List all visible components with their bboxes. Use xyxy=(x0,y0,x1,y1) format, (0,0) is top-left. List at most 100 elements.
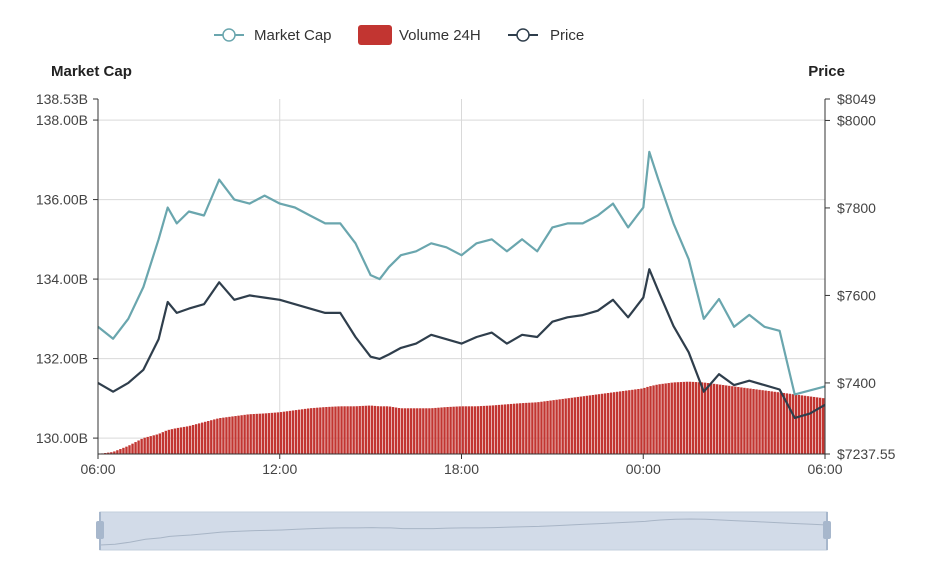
legend-label-volume: Volume 24H xyxy=(399,27,481,44)
volume-bar xyxy=(643,387,646,454)
data-zoom-handle-right[interactable] xyxy=(823,512,831,550)
volume-bar xyxy=(446,407,449,454)
legend[interactable]: Market Cap Volume 24H Price xyxy=(214,25,584,45)
volume-bar xyxy=(261,413,264,454)
volume-bar xyxy=(279,412,283,454)
data-zoom-preview-line xyxy=(99,518,828,546)
volume-bar xyxy=(355,406,358,454)
volume-bar xyxy=(703,382,707,454)
left-tick-label: 138.00B xyxy=(36,112,88,128)
volume-bar xyxy=(406,408,410,454)
volume-bar xyxy=(712,383,716,454)
volume-bar xyxy=(479,406,483,454)
volume-bar xyxy=(458,406,461,454)
volume-bar xyxy=(482,405,486,454)
volume-bar xyxy=(625,390,628,454)
volume-bar xyxy=(576,396,580,454)
volume-bars xyxy=(101,381,825,454)
volume-bar xyxy=(273,412,277,454)
volume-bar xyxy=(555,399,558,454)
volume-bar xyxy=(322,407,325,454)
volume-bar xyxy=(461,406,464,454)
data-zoom-track[interactable] xyxy=(99,511,828,551)
volume-bar xyxy=(664,383,667,454)
volume-bar xyxy=(706,383,710,454)
volume-bar xyxy=(685,381,689,454)
volume-bar xyxy=(579,396,583,454)
volume-bar xyxy=(497,404,501,454)
axes: 130.00B 132.00B 134.00B 136.00B 138.00B 138.5… xyxy=(36,91,896,477)
volume-bar xyxy=(370,405,374,454)
volume-bar xyxy=(815,397,819,454)
left-tick-label: 132.00B xyxy=(36,351,88,367)
volume-bar xyxy=(367,405,371,454)
legend-marker-market-cap-icon xyxy=(222,28,236,42)
volume-bar xyxy=(509,403,513,454)
volume-bar xyxy=(243,414,246,454)
x-tick-label: 06:00 xyxy=(80,461,115,477)
volume-bar xyxy=(494,405,498,454)
volume-bar xyxy=(234,416,237,454)
volume-bar xyxy=(734,386,737,454)
volume-bar xyxy=(413,408,416,454)
volume-bar xyxy=(149,436,152,454)
volume-bar xyxy=(809,396,813,454)
volume-bar xyxy=(764,390,767,454)
left-handle-grip-icon[interactable] xyxy=(96,521,104,539)
volume-bar xyxy=(158,433,161,454)
volume-bar xyxy=(207,421,210,454)
volume-bar xyxy=(182,426,186,454)
volume-bar xyxy=(119,449,122,454)
legend-item-price[interactable]: Price xyxy=(508,27,584,44)
legend-swatch-volume-icon xyxy=(358,25,392,45)
volume-bar xyxy=(440,407,443,454)
volume-bar xyxy=(222,417,225,454)
volume-bar xyxy=(225,417,228,454)
volume-bar xyxy=(337,406,340,454)
volume-bar xyxy=(731,386,734,454)
volume-bar xyxy=(740,387,743,454)
volume-bar xyxy=(534,402,537,454)
volume-bar xyxy=(582,396,586,454)
volume-bar xyxy=(655,384,658,454)
volume-bar xyxy=(188,425,192,454)
data-zoom-slider[interactable] xyxy=(96,511,831,551)
volume-bar xyxy=(491,405,495,454)
volume-bar xyxy=(443,407,446,454)
volume-bar xyxy=(264,413,268,454)
data-zoom-handle-left[interactable] xyxy=(96,512,104,550)
volume-bar xyxy=(316,407,319,454)
volume-bar xyxy=(752,389,755,454)
right-axis-title: Price xyxy=(808,63,845,80)
volume-bar xyxy=(537,402,540,454)
legend-label-market-cap: Market Cap xyxy=(254,27,332,44)
volume-bar xyxy=(364,405,367,454)
volume-bar xyxy=(346,406,349,454)
volume-bar xyxy=(473,406,477,454)
volume-bar xyxy=(782,392,786,454)
volume-bar xyxy=(319,407,322,454)
volume-bar xyxy=(155,434,158,454)
volume-bar xyxy=(137,440,140,454)
volume-bar xyxy=(328,406,331,454)
volume-bar xyxy=(276,412,280,454)
volume-bar xyxy=(352,406,355,454)
volume-bar xyxy=(488,405,492,454)
right-tick-label: $7600 xyxy=(837,287,876,303)
volume-bar xyxy=(522,403,525,454)
legend-item-market-cap[interactable]: Market Cap xyxy=(214,27,332,44)
volume-bar xyxy=(543,401,546,454)
volume-bar xyxy=(743,387,746,454)
volume-bar xyxy=(658,384,661,454)
volume-bar xyxy=(249,414,252,454)
legend-item-volume[interactable]: Volume 24H xyxy=(358,25,481,45)
volume-bar xyxy=(164,430,168,454)
volume-bar xyxy=(210,420,213,454)
volume-bar xyxy=(313,407,316,454)
volume-bar xyxy=(428,408,431,454)
volume-bar xyxy=(128,445,131,454)
volume-bar xyxy=(107,452,110,454)
left-tick-label-max: 138.53B xyxy=(36,91,88,107)
right-handle-grip-icon[interactable] xyxy=(823,521,831,539)
